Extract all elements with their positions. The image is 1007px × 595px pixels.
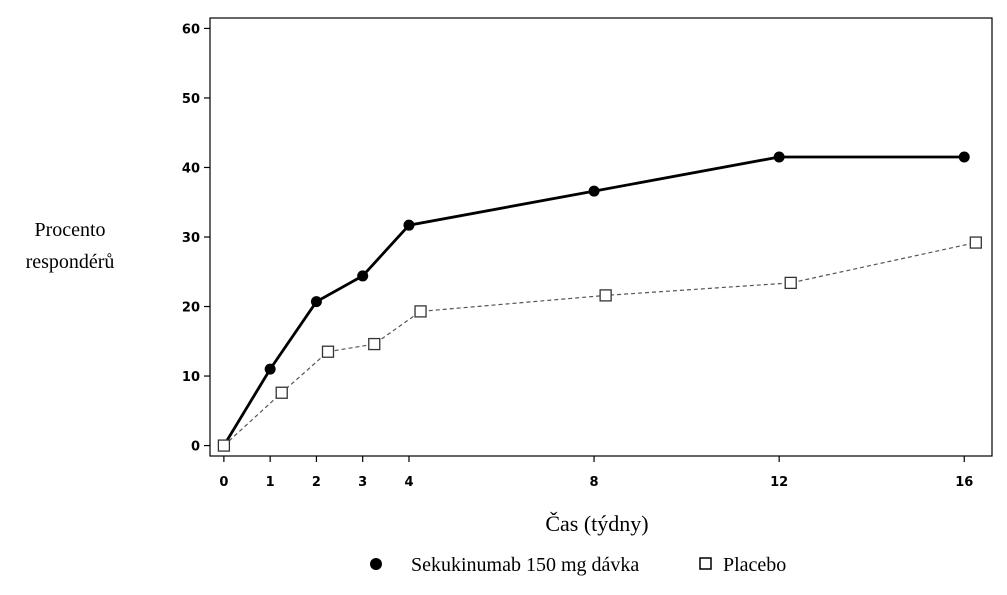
- plot-frame: [209, 17, 993, 457]
- x-tick-label: 2: [312, 475, 321, 490]
- legend-label-placebo: Placebo: [723, 554, 786, 576]
- data-point-0: [403, 219, 415, 231]
- y-axis-label-line2: respondérů: [26, 251, 115, 273]
- series-line-0: [222, 155, 965, 447]
- legend-marker-placebo: [699, 557, 712, 570]
- y-tick-label: 40: [182, 161, 200, 176]
- data-point-1: [368, 337, 381, 351]
- legend-marker-sekukinumab: [370, 558, 382, 570]
- x-tick-label: 8: [590, 475, 599, 490]
- y-axis: 0 10 20 30 40 50 60: [182, 22, 210, 455]
- x-axis-label: Čas (týdny): [545, 511, 648, 536]
- data-point-1: [969, 236, 982, 249]
- data-point-1: [784, 276, 797, 290]
- data-point-0: [357, 270, 369, 282]
- data-point-1: [275, 386, 288, 399]
- data-point-0: [773, 151, 785, 163]
- y-tick-label: 0: [191, 440, 200, 455]
- y-tick-label: 60: [182, 22, 200, 37]
- x-tick-label: 1: [266, 475, 275, 490]
- data-point-1: [217, 439, 231, 452]
- x-tick-label: 0: [219, 475, 228, 490]
- legend: Sekukinumab 150 mg dávka Placebo: [370, 554, 786, 576]
- x-axis: 0 1 2 3 4 8 12 16: [219, 456, 973, 490]
- y-axis-label-line1: Procento: [34, 219, 105, 241]
- data-point-0: [958, 151, 970, 163]
- data-point-1: [321, 345, 335, 358]
- data-point-1: [599, 289, 612, 302]
- data-point-0: [588, 185, 600, 197]
- y-tick-label: 20: [182, 301, 200, 316]
- y-tick-label: 10: [182, 370, 200, 385]
- x-tick-label: 3: [358, 475, 367, 490]
- series-layer: [217, 151, 982, 452]
- x-tick-label: 16: [955, 475, 973, 490]
- data-point-0: [264, 363, 276, 375]
- legend-label-sekukinumab: Sekukinumab 150 mg dávka: [411, 554, 639, 576]
- y-tick-label: 50: [182, 92, 200, 107]
- x-tick-label: 12: [770, 475, 788, 490]
- data-point-1: [414, 305, 427, 318]
- data-point-0: [310, 296, 322, 308]
- series-line-1: [223, 242, 976, 447]
- x-tick-label: 4: [404, 475, 413, 490]
- y-tick-label: 30: [182, 231, 200, 246]
